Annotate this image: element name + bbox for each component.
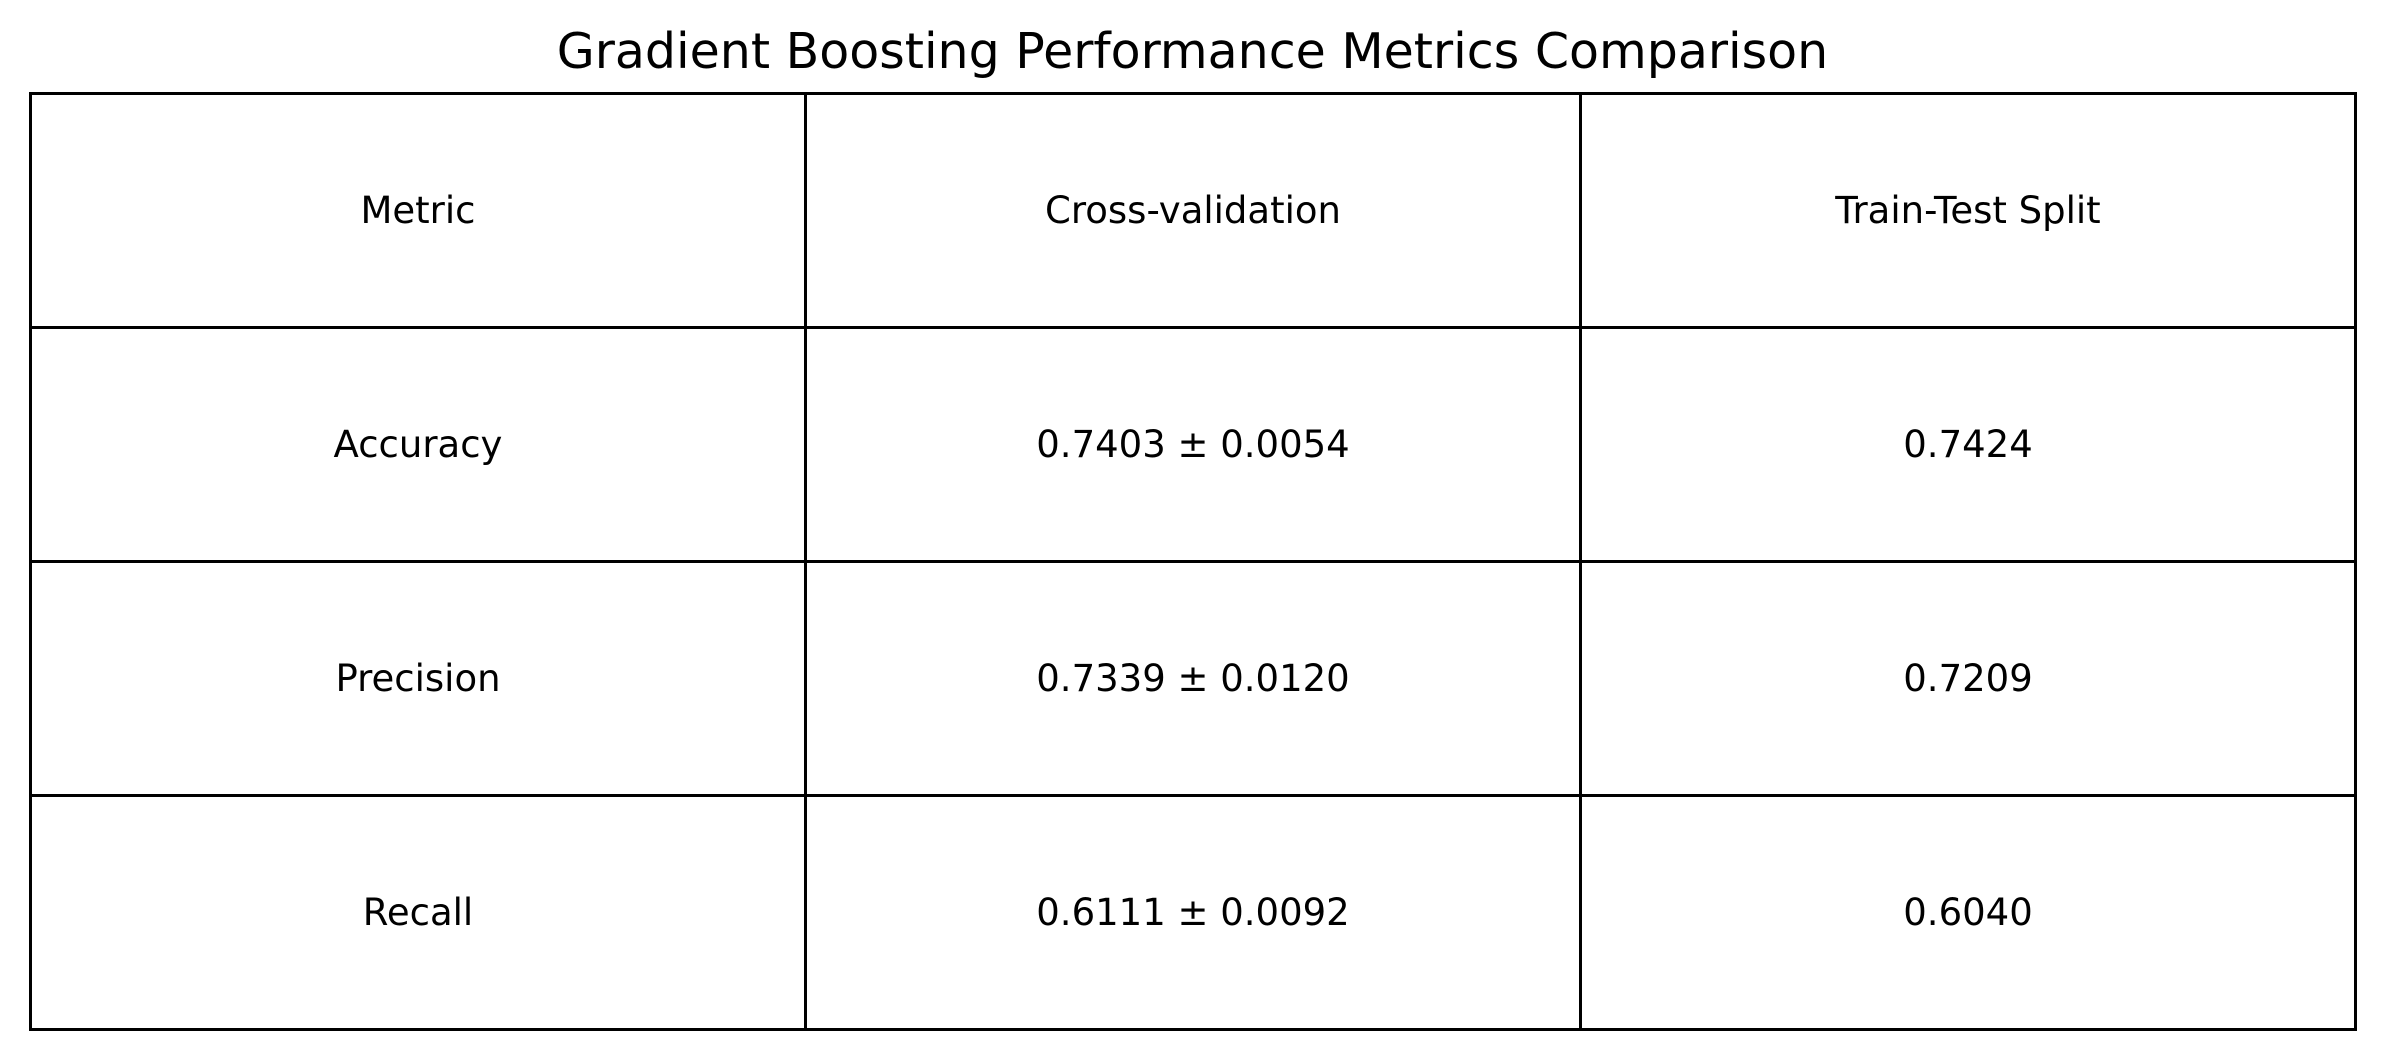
table-row: Recall 0.6111 ± 0.0092 0.6040 — [29, 794, 2357, 1031]
metrics-table: Metric Cross-validation Train-Test Split… — [29, 92, 2357, 1031]
metric-name-cell: Recall — [29, 794, 807, 1031]
train-test-value-cell: 0.7209 — [1579, 560, 2357, 797]
cross-validation-value-cell: 0.6111 ± 0.0092 — [804, 794, 1582, 1031]
table-row: Accuracy 0.7403 ± 0.0054 0.7424 — [29, 326, 2357, 563]
metric-name-cell: Accuracy — [29, 326, 807, 563]
chart-title: Gradient Boosting Performance Metrics Co… — [556, 23, 1829, 80]
table-row: Precision 0.7339 ± 0.0120 0.7209 — [29, 560, 2357, 797]
cross-validation-value-cell: 0.7403 ± 0.0054 — [804, 326, 1582, 563]
train-test-value-cell: 0.6040 — [1579, 794, 2357, 1031]
header-cell-train-test-split: Train-Test Split — [1579, 92, 2357, 329]
header-cell-cross-validation: Cross-validation — [804, 92, 1582, 329]
train-test-value-cell: 0.7424 — [1579, 326, 2357, 563]
header-cell-metric: Metric — [29, 92, 807, 329]
cross-validation-value-cell: 0.7339 ± 0.0120 — [804, 560, 1582, 797]
table-header-row: Metric Cross-validation Train-Test Split — [29, 92, 2357, 329]
metric-name-cell: Precision — [29, 560, 807, 797]
